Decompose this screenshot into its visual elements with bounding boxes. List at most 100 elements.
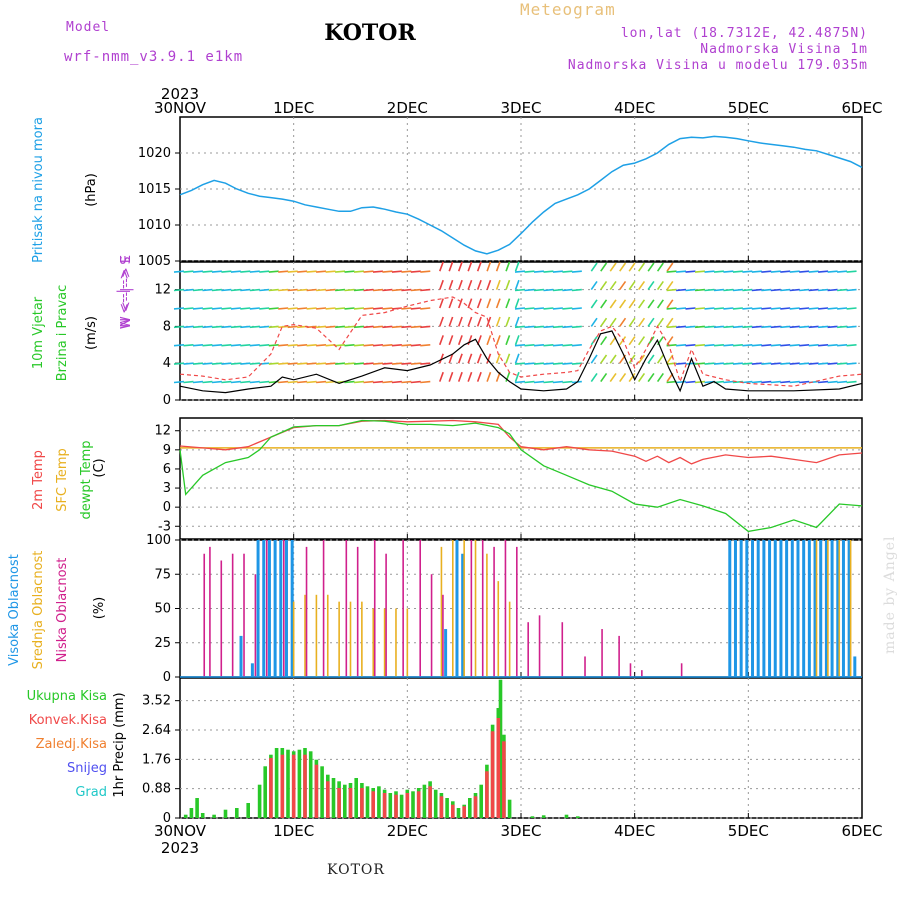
wind-arrow	[656, 317, 664, 327]
wind-arrow	[457, 335, 463, 346]
wind-arrow	[761, 307, 772, 310]
precip-bar-0	[286, 749, 290, 818]
wind-arrow	[268, 288, 279, 292]
wind-arrow	[259, 325, 270, 329]
precip-bar-0	[411, 791, 415, 818]
wind-arrow	[808, 270, 819, 273]
wind-arrow	[713, 325, 724, 329]
wind-arrow	[789, 325, 800, 329]
temp-unit-label: (C)	[92, 458, 107, 477]
precip-bar-0	[377, 786, 381, 818]
wind-arrow	[306, 344, 317, 347]
wind-arrow	[656, 299, 664, 309]
wind-arrow	[732, 288, 743, 292]
wind-arrow	[694, 380, 706, 384]
wind-arrow	[183, 325, 194, 329]
wind-arrow	[770, 288, 781, 292]
wind-arrow	[742, 270, 753, 273]
wind-arrow	[799, 380, 810, 384]
wind-arrow	[353, 288, 365, 292]
pressure-ytick-label: 1005	[138, 254, 171, 269]
wind-arrow	[457, 371, 463, 382]
wind-arrow	[297, 380, 308, 384]
wind-arrow	[761, 325, 772, 329]
wind-arrow	[287, 288, 298, 292]
wind-arrow	[202, 288, 213, 292]
wind-arrow	[628, 336, 636, 346]
wind-arrow	[457, 353, 463, 364]
wind-arrow	[173, 380, 185, 384]
wind-arrow	[619, 372, 627, 383]
precip-bar-1	[451, 804, 455, 818]
wind-arrow	[751, 288, 762, 292]
elevation-label: Nadmorska Visina 1m	[700, 42, 868, 57]
wind-arrow	[742, 380, 753, 384]
temperature-ytick-label: -3	[158, 519, 171, 534]
wind-arrow	[259, 307, 270, 310]
wind-arrow	[789, 307, 800, 310]
wind-arrow	[306, 288, 317, 292]
wind-arrow	[438, 279, 444, 290]
wind-arrow	[249, 325, 260, 329]
temp-axis-label-0: 2m Temp	[31, 450, 46, 510]
wind-arrow	[335, 288, 346, 292]
wind-ytick-label: 8	[163, 319, 171, 334]
wind-arrow	[268, 325, 279, 329]
wind-arrow	[732, 307, 743, 310]
wind-arrow	[694, 270, 706, 273]
wind-arrow	[799, 344, 810, 347]
wind-arrow	[391, 344, 402, 347]
precip-bar-1	[502, 741, 506, 818]
cloud-axis-label-2: Niska Oblacnost	[55, 558, 70, 663]
wind-arrow	[363, 325, 374, 329]
wind-arrow	[249, 270, 260, 273]
wind-arrow	[694, 344, 706, 347]
wind-arrow	[742, 325, 753, 329]
wind-arrow	[192, 307, 204, 310]
precip-bar-0	[399, 794, 404, 818]
clouds-ytick-label: 0	[163, 670, 171, 685]
year-label-bottom: 2023	[161, 839, 199, 857]
wind-arrow	[173, 307, 185, 310]
wind-arrow	[818, 288, 829, 292]
wind-arrow	[249, 288, 260, 292]
wind-arrow	[192, 344, 204, 347]
date-label-top: 3DEC	[500, 99, 541, 117]
wind-arrow	[211, 344, 222, 347]
wind-arrow	[372, 344, 383, 347]
date-label-top: 4DEC	[614, 99, 655, 117]
wind-arrow	[335, 344, 346, 347]
wind-arrow	[438, 353, 444, 364]
precip-bar-0	[468, 798, 472, 818]
wind-arrow	[514, 325, 526, 329]
wind-arrow	[268, 344, 279, 347]
model-label: Model	[66, 20, 111, 35]
wind-arrow	[818, 270, 829, 273]
wind-arrow	[192, 270, 204, 273]
precip-bar-1	[348, 788, 353, 818]
wind-arrow	[401, 307, 412, 310]
wind-arrow	[505, 298, 511, 309]
wind-arrow	[410, 307, 421, 310]
wind-arrow	[552, 288, 563, 292]
wind-arrow	[571, 270, 582, 273]
precip-bar-1	[405, 793, 410, 818]
wind-arrow	[543, 307, 554, 310]
wind-compass-sn: S <--|--> N	[116, 256, 131, 327]
wind-arrow	[751, 380, 762, 384]
wind-arrow	[685, 288, 696, 292]
year-label-top: 2023	[161, 85, 199, 103]
precip-ytick-label: 0	[163, 811, 171, 826]
wind-arrow	[694, 362, 706, 365]
wind-arrow	[514, 288, 526, 292]
wind-arrow	[543, 325, 554, 329]
wind-axis-label2: Brzina i Pravac	[55, 285, 70, 382]
wind-arrow	[438, 298, 444, 309]
wind-arrow	[666, 344, 677, 347]
precip-legend-3: Snijeg	[67, 761, 107, 776]
wind-arrow	[353, 270, 365, 273]
wind-arrow	[780, 344, 791, 347]
precip-bar-0	[263, 766, 267, 818]
wind-arrow	[666, 280, 674, 291]
wind-arrow	[438, 316, 444, 327]
